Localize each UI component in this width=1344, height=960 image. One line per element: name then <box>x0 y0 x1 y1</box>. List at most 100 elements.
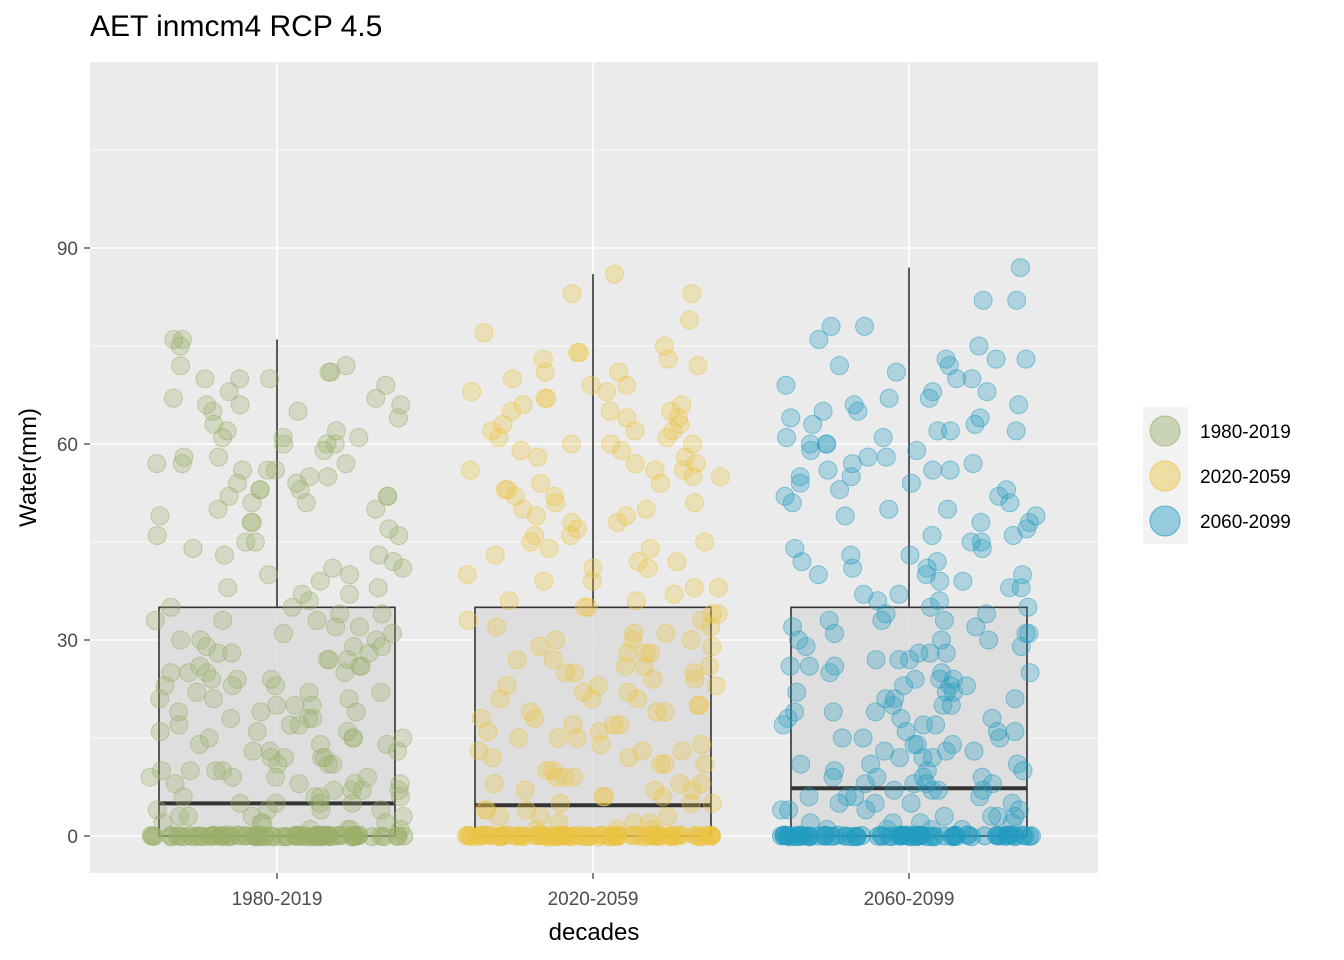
data-point <box>789 827 809 846</box>
data-point <box>884 780 904 800</box>
data-point <box>610 715 630 735</box>
data-point <box>489 428 509 447</box>
data-point <box>618 682 638 702</box>
data-point <box>801 441 821 460</box>
data-point <box>495 480 515 500</box>
data-point <box>484 774 504 794</box>
data-point <box>601 434 621 454</box>
legend-label: 2020-2059 <box>1200 467 1291 488</box>
data-point <box>478 722 498 741</box>
data-point <box>825 761 845 781</box>
data-point <box>905 669 925 689</box>
data-point <box>1013 761 1033 781</box>
data-point <box>684 578 704 598</box>
data-point <box>230 369 250 389</box>
data-point <box>667 552 687 572</box>
data-point <box>539 539 559 558</box>
data-point <box>241 512 261 532</box>
data-point <box>971 532 991 552</box>
data-point <box>928 780 948 800</box>
data-point <box>787 682 807 702</box>
data-point <box>140 767 160 787</box>
data-point <box>670 825 690 845</box>
data-point <box>259 565 279 585</box>
data-point <box>917 558 937 578</box>
data-point <box>535 362 555 382</box>
data-point <box>150 506 170 526</box>
data-point <box>928 421 948 441</box>
data-point <box>681 630 701 650</box>
data-point <box>894 676 914 696</box>
data-point <box>227 825 247 845</box>
data-point <box>526 820 546 839</box>
data-point <box>187 682 207 702</box>
data-point <box>835 506 855 526</box>
data-point <box>245 532 265 552</box>
data-point <box>913 715 933 735</box>
data-point <box>515 780 535 800</box>
data-point <box>266 676 286 696</box>
legend-item-2020-2059: 2020-2059 <box>1149 460 1291 492</box>
data-point <box>561 526 581 545</box>
data-point <box>143 826 163 846</box>
data-point <box>941 695 961 715</box>
data-point <box>371 682 391 702</box>
data-point <box>780 656 800 676</box>
points-2020-2059 <box>457 264 730 847</box>
data-point <box>204 689 224 709</box>
data-point <box>683 467 703 487</box>
data-point <box>230 395 250 415</box>
data-point <box>299 708 319 728</box>
data-point <box>865 702 885 722</box>
data-point <box>296 493 316 513</box>
data-point <box>1011 637 1031 656</box>
data-point <box>800 434 820 454</box>
data-point <box>658 806 678 826</box>
data-point <box>289 774 309 794</box>
data-point <box>1009 395 1029 415</box>
data-point <box>179 663 198 683</box>
data-point <box>349 428 369 447</box>
data-point <box>977 604 996 624</box>
data-point <box>338 820 358 839</box>
data-point <box>174 827 194 847</box>
x-axis-title: decades <box>549 919 640 946</box>
data-point <box>792 552 812 572</box>
data-point <box>927 552 947 572</box>
data-point <box>173 787 193 807</box>
data-point <box>311 787 330 807</box>
data-point <box>199 728 219 748</box>
data-point <box>922 780 942 800</box>
data-point <box>1011 578 1031 598</box>
data-point <box>685 493 705 513</box>
data-point <box>604 715 624 735</box>
data-point <box>266 767 286 787</box>
data-point <box>886 362 906 382</box>
data-point <box>591 735 611 754</box>
data-point <box>879 388 899 408</box>
data-point <box>213 428 233 447</box>
data-point <box>171 356 191 376</box>
data-point <box>325 434 345 454</box>
data-point <box>777 428 796 447</box>
data-point <box>288 401 308 421</box>
data-point <box>161 597 181 617</box>
data-point <box>774 825 794 845</box>
data-point <box>319 650 339 670</box>
data-point <box>389 526 409 545</box>
data-point <box>568 519 587 539</box>
data-point <box>972 539 992 558</box>
data-point <box>141 826 161 846</box>
data-point <box>655 754 675 774</box>
data-point <box>660 827 680 847</box>
data-point <box>292 584 312 604</box>
data-point <box>377 486 397 506</box>
data-point <box>376 375 396 395</box>
data-point <box>568 343 588 362</box>
data-point <box>772 800 791 820</box>
data-point <box>171 630 191 650</box>
data-point <box>222 643 242 663</box>
data-point <box>366 388 386 408</box>
data-point <box>1020 663 1040 683</box>
